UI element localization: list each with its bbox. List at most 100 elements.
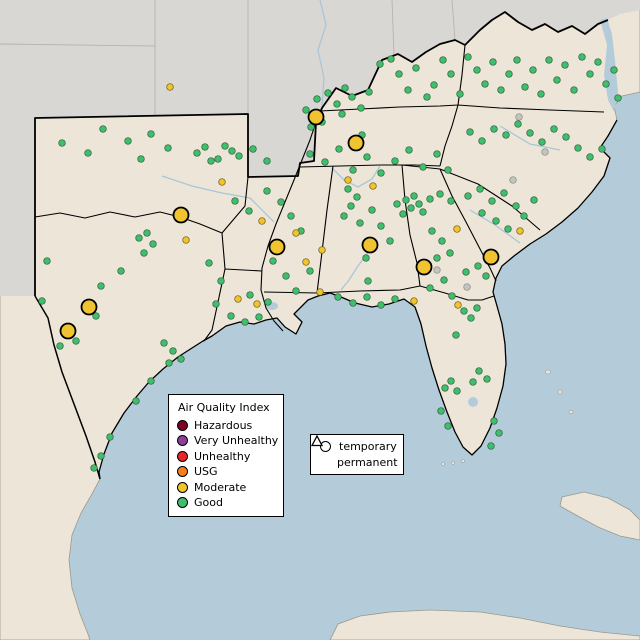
station-marker-good [160, 339, 168, 347]
station-marker-moderate_large [268, 238, 286, 256]
station-marker-good [452, 331, 460, 339]
aqi-legend: Air Quality Index Hazardous Very Unhealth… [168, 394, 284, 517]
station-marker-good [537, 90, 545, 98]
station-marker-good [404, 86, 412, 94]
station-marker-no_data [463, 283, 471, 291]
station-marker-good [214, 155, 222, 163]
aqi-color-swatch [177, 450, 188, 462]
station-marker-good [502, 131, 510, 139]
station-marker-good [478, 137, 486, 145]
station-marker-good [602, 80, 610, 88]
station-marker-moderate [516, 227, 524, 235]
station-marker-good [426, 284, 434, 292]
aqi-legend-items: Hazardous Very Unhealthy Unhealthy USG Moder… [177, 419, 279, 508]
station-marker-good [481, 80, 489, 88]
station-marker-good [466, 128, 474, 136]
station-marker-good [610, 66, 618, 74]
station-marker-good [550, 125, 558, 133]
station-marker-moderate_large [361, 236, 379, 254]
station-marker-no_data [515, 113, 523, 121]
station-marker-good [570, 86, 578, 94]
station-marker-good [428, 227, 436, 235]
station-marker-good [505, 70, 513, 78]
station-marker-good [488, 197, 496, 205]
station-marker-good [38, 297, 46, 305]
station-marker-good [500, 189, 508, 197]
station-marker-moderate_large [59, 322, 77, 340]
station-marker-good [292, 287, 300, 295]
station-marker-moderate [454, 301, 462, 309]
station-marker-good [137, 155, 145, 163]
station-marker-good [474, 262, 482, 270]
station-marker-good [504, 225, 512, 233]
station-marker-good [497, 86, 505, 94]
station-marker-moderate_large [415, 258, 433, 276]
station-marker-good [124, 137, 132, 145]
station-marker-good [453, 387, 461, 395]
station-marker-good [447, 377, 455, 385]
station-marker-good [545, 56, 553, 64]
station-marker-good [410, 192, 418, 200]
station-marker-moderate [253, 300, 261, 308]
aqi-category-label: Moderate [194, 480, 247, 494]
station-marker-good [407, 204, 415, 212]
aqi-category-label: USG [194, 465, 218, 478]
station-marker-good [490, 417, 498, 425]
aqi-color-swatch [177, 466, 188, 477]
station-marker-good [387, 55, 395, 63]
station-marker-good [348, 93, 356, 101]
aqi-color-swatch [177, 435, 188, 446]
station-marker-good [212, 300, 220, 308]
station-marker-good [349, 166, 357, 174]
station-marker-good [415, 200, 423, 208]
station-marker-good [433, 150, 441, 158]
focus-state-borders [34, 44, 605, 342]
station-marker-moderate [302, 258, 310, 266]
station-marker-moderate_large [347, 134, 365, 152]
station-marker-good [376, 60, 384, 68]
station-marker-moderate [453, 225, 461, 233]
station-marker-good [306, 267, 314, 275]
station-marker-good [393, 200, 401, 208]
station-marker-good [335, 145, 343, 153]
station-marker-good [363, 153, 371, 161]
station-marker-good [574, 144, 582, 152]
station-marker-good [347, 202, 355, 210]
station-markers-no-data [433, 113, 549, 291]
station-marker-moderate [234, 295, 242, 303]
station-marker-good [282, 272, 290, 280]
station-marker-good [362, 254, 370, 262]
permanent-label: permanent [337, 456, 398, 469]
station-marker-good [231, 197, 239, 205]
station-marker-good [287, 212, 295, 220]
station-marker-good [529, 66, 537, 74]
station-marker-good [147, 130, 155, 138]
station-marker-good [521, 83, 529, 91]
focus-region-outline [34, 11, 609, 296]
station-marker-good [363, 293, 371, 301]
station-marker-good [255, 313, 263, 321]
aqi-legend-item: USG [177, 465, 275, 478]
station-marker-good [205, 259, 213, 267]
aqi-category-label: Very Unhealthy [194, 434, 279, 447]
aqi-color-swatch [177, 481, 188, 493]
station-marker-good [520, 212, 528, 220]
station-marker-good [482, 272, 490, 280]
aqi-legend-item: Unhealthy [177, 450, 275, 462]
lake-okeechobee [468, 397, 478, 407]
aqi-legend-item: Hazardous [177, 419, 275, 431]
station-marker-good [169, 347, 177, 355]
station-marker-good [117, 267, 125, 275]
station-marker-good [538, 138, 546, 146]
station-marker-good [444, 166, 452, 174]
station-marker-good [495, 429, 503, 437]
station-marker-no_data [433, 266, 441, 274]
station-marker-good [464, 53, 472, 61]
station-marker-good [483, 375, 491, 383]
station-marker-good [391, 157, 399, 165]
station-marker-good [227, 312, 235, 320]
station-marker-good [469, 378, 477, 386]
station-marker-good [441, 384, 449, 392]
station-marker-good [368, 206, 376, 214]
